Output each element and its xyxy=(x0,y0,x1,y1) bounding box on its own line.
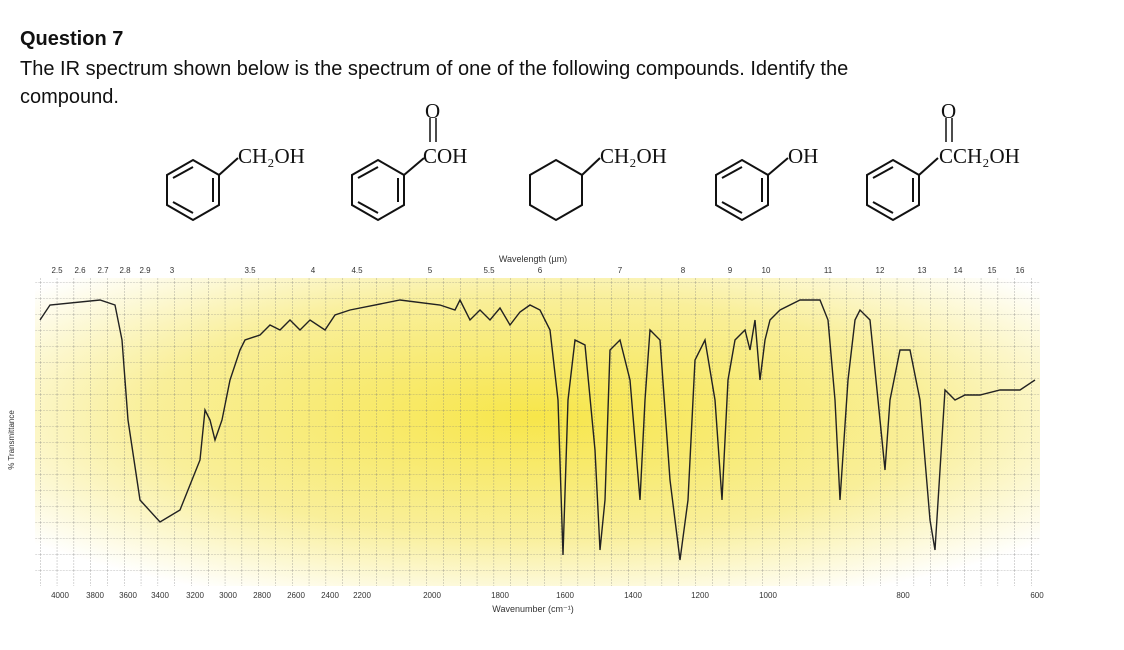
wavelength-tick: 3 xyxy=(170,266,175,275)
wavelength-label: Wavelength (µm) xyxy=(499,254,567,264)
wavenumber-tick: 2200 xyxy=(353,591,371,600)
wavelength-tick: 4 xyxy=(311,266,316,275)
wavelength-tick: 12 xyxy=(876,266,885,275)
wavenumber-tick: 2400 xyxy=(321,591,339,600)
spectrum-trace xyxy=(39,298,1036,561)
wavelength-tick: 2.7 xyxy=(97,266,109,275)
wavenumber-tick: 3800 xyxy=(86,591,104,600)
wavelength-tick: 7 xyxy=(618,266,623,275)
wavenumber-tick: 2800 xyxy=(253,591,271,600)
wavenumber-tick: 3200 xyxy=(186,591,204,600)
spectrum-grid xyxy=(35,278,1040,586)
wavelength-tick: 5.5 xyxy=(483,266,495,275)
structures xyxy=(166,118,953,222)
wavenumber-tick: 1800 xyxy=(491,591,509,600)
wavenumber-tick: 1600 xyxy=(556,591,574,600)
compound-label: CH₂OH xyxy=(600,144,667,168)
question: Question 7 The IR spectrum shown below i… xyxy=(20,28,920,111)
wavelength-tick: 2.8 xyxy=(119,266,131,275)
wavelength-tick: 11 xyxy=(824,266,833,275)
y-label: % Transmittance xyxy=(7,410,16,470)
compound-label: CCH₂OH xyxy=(939,144,1020,168)
compound-label: COH xyxy=(423,144,467,168)
question-text: The IR spectrum shown below is the spect… xyxy=(20,58,849,108)
wavenumber-tick: 2000 xyxy=(423,591,441,600)
wavenumber-tick: 3600 xyxy=(119,591,137,600)
wavelength-tick: 5 xyxy=(428,266,433,275)
compound-label: CH₂OH xyxy=(238,144,305,168)
wavelength-tick: 3.5 xyxy=(244,266,256,275)
wavelength-tick: 6 xyxy=(538,266,543,275)
wavenumber-tick: 600 xyxy=(1030,591,1044,600)
wavenumber-tick: 3000 xyxy=(219,591,237,600)
wavenumber-tick: 800 xyxy=(896,591,910,600)
wavelength-tick: 15 xyxy=(988,266,997,275)
wavelength-tick: 2.6 xyxy=(74,266,86,275)
compound-label: OH xyxy=(788,144,818,168)
carbonyl-o: O xyxy=(941,99,956,123)
wavenumber-tick: 1400 xyxy=(624,591,642,600)
wavelength-tick: 14 xyxy=(954,266,963,275)
wavelength-tick: 2.5 xyxy=(51,266,63,275)
wavenumber-tick: 3400 xyxy=(151,591,169,600)
wavelength-tick: 4.5 xyxy=(351,266,363,275)
wavelength-tick: 8 xyxy=(681,266,686,275)
wavelength-tick: 10 xyxy=(762,266,771,275)
wavenumber-tick: 1000 xyxy=(759,591,777,600)
wavenumber-label: Wavenumber (cm⁻¹) xyxy=(492,604,573,614)
wavelength-tick: 2.9 xyxy=(139,266,151,275)
wavelength-tick: 13 xyxy=(918,266,927,275)
question-title: Question 7 xyxy=(20,28,124,50)
carbonyl-o: O xyxy=(425,99,440,123)
wavenumber-tick: 2600 xyxy=(287,591,305,600)
wavelength-tick: 16 xyxy=(1016,266,1025,275)
wavenumber-tick: 4000 xyxy=(51,591,69,600)
wavenumber-tick: 1200 xyxy=(691,591,709,600)
wavelength-tick: 9 xyxy=(728,266,733,275)
